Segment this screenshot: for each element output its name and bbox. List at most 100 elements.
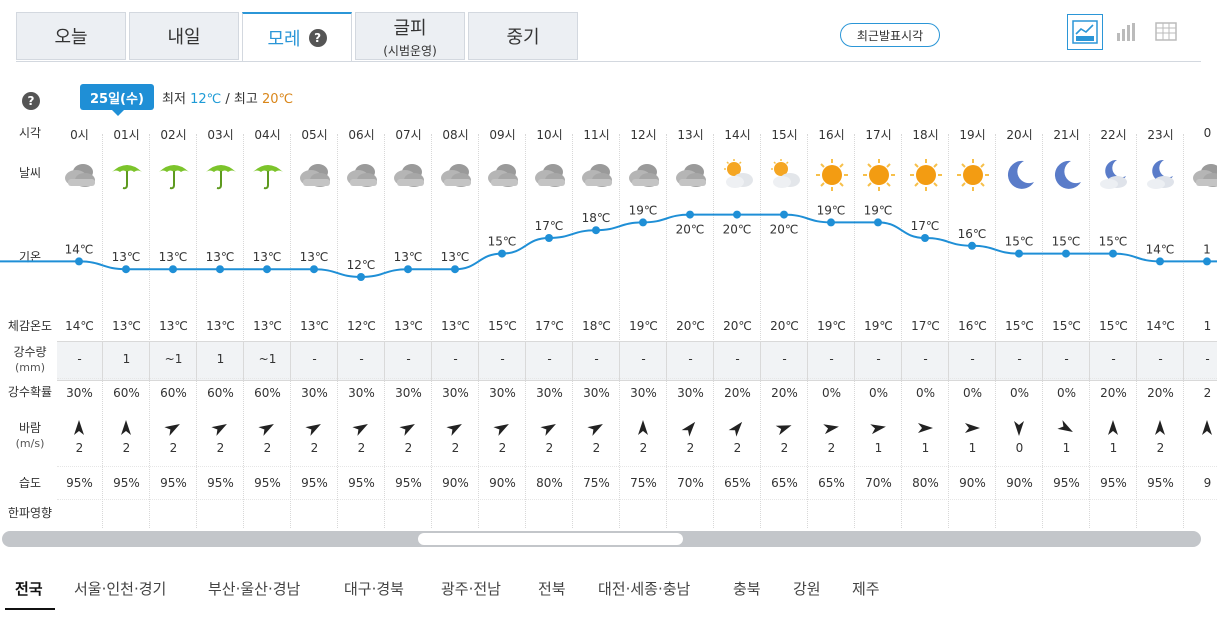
hour-rain-amount: - (1017, 352, 1022, 366)
hour-wind-speed: 1 (921, 441, 930, 455)
wind-direction-arrow-icon (587, 424, 603, 436)
hour-column: 02시 13℃ ~1 60% 2 95% (150, 124, 197, 528)
hour-rain-amount: - (970, 352, 975, 366)
hour-wind-speed: 2 (357, 441, 366, 455)
hour-rain-amount: - (829, 352, 834, 366)
hour-feels-like: 15℃ (488, 319, 517, 333)
hour-feels-like: 19℃ (817, 319, 846, 333)
hour-rain-amount: - (77, 352, 82, 366)
hour-rain-probability: 0% (915, 386, 936, 400)
hour-rain-probability: 30% (583, 386, 610, 400)
temperature-point (75, 257, 83, 266)
hour-wind-speed: 2 (686, 441, 695, 455)
tab-sublabel: (시범운영) (383, 43, 437, 58)
help-icon[interactable]: ? (308, 29, 327, 47)
wind-direction-arrow-icon (540, 424, 556, 436)
hour-rain-probability: 2 (1203, 386, 1212, 400)
temperature-point (827, 218, 835, 227)
hour-humidity: 95% (1147, 476, 1174, 490)
recent-release-button[interactable]: 최근발표시각 (840, 23, 940, 47)
region-tab[interactable]: 강원 (793, 580, 821, 598)
hour-column: 08시 13℃ - 30% 2 90% (432, 124, 479, 528)
region-tab[interactable]: 대전·세종·충남 (598, 580, 691, 598)
rain-column-separator (290, 341, 291, 379)
hour-wind-speed: 1 (1109, 441, 1118, 455)
row-divider (57, 466, 1217, 467)
rain-column-separator (713, 341, 714, 379)
tab-tomorrow[interactable]: 내일 (129, 12, 239, 60)
column-separator (995, 134, 996, 528)
region-tab[interactable]: 충북 (733, 580, 761, 598)
region-tabs: 전국 서울·인천·경기 부산·울산·경남 대구·경북 광주·전남 전북 대전·세종·충남 충북… (0, 578, 1217, 610)
hour-column: 14시 20℃ - 20% 2 65% (714, 124, 761, 528)
hour-rain-probability: 60% (113, 386, 140, 400)
region-tab[interactable]: 광주·전남 (441, 580, 501, 598)
graph-view-button[interactable] (1067, 14, 1103, 50)
hour-rain-amount: - (547, 352, 552, 366)
hour-column: 22시 15℃ - 20% 1 95% (1090, 124, 1137, 528)
hour-rain-probability: 20% (1147, 386, 1174, 400)
hour-feels-like: 18℃ (582, 319, 611, 333)
hour-rain-probability: 0% (1056, 386, 1077, 400)
temperature-point (1156, 257, 1164, 266)
region-tab[interactable]: 서울·인천·경기 (74, 580, 167, 598)
weather-sunny-icon (909, 158, 943, 192)
weather-cloudy-icon (580, 158, 614, 192)
hour-column: 21시 15℃ - 0% 1 95% (1043, 124, 1090, 528)
wind-direction-arrow-icon (728, 421, 743, 437)
hour-time: 20시 (1006, 128, 1033, 142)
hour-feels-like: 12℃ (347, 319, 376, 333)
tab-day-after-tomorrow[interactable]: 모레? (242, 12, 352, 62)
hour-rain-probability: 60% (207, 386, 234, 400)
tab-midterm[interactable]: 중기 (468, 12, 578, 60)
tab-today[interactable]: 오늘 (16, 12, 126, 60)
region-tab[interactable]: 전북 (538, 580, 566, 598)
hour-wind-speed: 1 (1062, 441, 1071, 455)
column-separator (478, 134, 479, 528)
tab-divider (16, 61, 1201, 62)
row-label-wind: 바람 (m/s) (2, 421, 58, 451)
table-view-button[interactable] (1148, 14, 1184, 50)
weather-cloudy-icon (345, 158, 379, 192)
column-separator (1042, 134, 1043, 528)
row-label-cold: 한파영향 (7, 506, 53, 520)
column-separator (102, 134, 103, 528)
scrollbar-thumb[interactable] (418, 533, 683, 545)
hour-time: 19시 (959, 128, 986, 142)
tab-three-days[interactable]: 글피 (시범운영) (355, 12, 465, 60)
bar-view-button[interactable] (1108, 14, 1144, 50)
hour-time: 14시 (724, 128, 751, 142)
hour-humidity: 90% (489, 476, 516, 490)
hour-time: 21시 (1053, 128, 1080, 142)
region-tab-all[interactable]: 전국 (5, 580, 55, 610)
hour-column: 07시 13℃ - 30% 2 95% (385, 124, 432, 528)
column-separator (243, 134, 244, 528)
region-tab[interactable]: 제주 (852, 580, 880, 598)
hour-feels-like: 13℃ (300, 319, 329, 333)
column-separator (619, 134, 620, 528)
temperature-point (780, 210, 788, 219)
hour-rain-probability: 20% (1100, 386, 1127, 400)
temperature-label: 14℃ (65, 242, 94, 256)
hour-column: 17시 19℃ - 0% 1 70% (855, 124, 902, 528)
hour-feels-like: 14℃ (1146, 319, 1175, 333)
temperature-label: 18℃ (582, 211, 611, 225)
hour-feels-like: 1 (1203, 319, 1212, 333)
weather-cloudy-icon (486, 158, 520, 192)
hour-humidity: 95% (160, 476, 187, 490)
region-tab[interactable]: 부산·울산·경남 (208, 580, 301, 598)
hour-wind-speed: 0 (1015, 441, 1024, 455)
hour-feels-like: 15℃ (1099, 319, 1128, 333)
row-label-weather: 날씨 (18, 166, 42, 180)
temperature-point (357, 273, 365, 281)
region-tab[interactable]: 대구·경북 (344, 580, 404, 598)
wind-direction-arrow-icon (1057, 420, 1073, 432)
temperature-point (1109, 249, 1117, 258)
column-separator (337, 134, 338, 528)
hour-rain-amount: - (1158, 352, 1163, 366)
hour-rain-probability: 0% (1009, 386, 1030, 400)
hour-rain-probability: 30% (348, 386, 375, 400)
wind-direction-arrow-icon (211, 424, 227, 436)
help-icon[interactable]: ? (22, 92, 40, 110)
hour-feels-like: 15℃ (1052, 319, 1081, 333)
